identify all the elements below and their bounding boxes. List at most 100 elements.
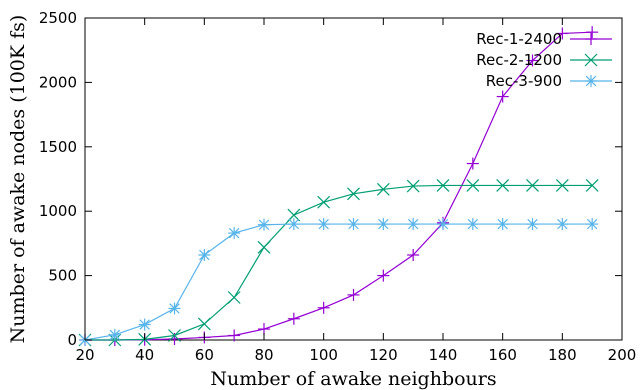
y-axis-label: Number of awake nodes (100K fs) <box>7 15 29 344</box>
data-point-series-2 <box>526 179 539 192</box>
data-point-series-3 <box>496 218 509 231</box>
data-point-series-3 <box>138 318 151 331</box>
ticks-group: 20 40 60 80 100 120 140 160 180 20005001000150020… <box>39 9 637 364</box>
data-point-series-3 <box>108 328 121 341</box>
data-point-series-3 <box>228 227 241 240</box>
data-point-series-2 <box>317 195 331 209</box>
legend-marker-3-d2 <box>585 75 597 87</box>
x-tick-label: 200 <box>608 346 637 364</box>
data-point-series-3 <box>198 248 211 261</box>
data-point-series-2 <box>406 179 420 193</box>
plot-border <box>84 17 623 341</box>
legend: Rec-1-2400 Rec-2-1200 Rec-3-900 <box>476 30 612 90</box>
data-point-series-3-d2 <box>228 227 240 239</box>
x-tick-label: 100 <box>309 346 338 364</box>
y-tick-label: 2500 <box>39 9 77 27</box>
x-tick-label: 140 <box>429 346 458 364</box>
data-point-series-3-d2 <box>467 218 479 230</box>
data-point-series-2-d2 <box>287 208 301 222</box>
legend-label-1: Rec-1-2400 <box>476 30 562 48</box>
data-point-series-2 <box>227 291 241 304</box>
data-point-series-2 <box>436 179 450 192</box>
legend-marker-1 <box>585 33 597 45</box>
data-point-series-3-d2 <box>557 218 568 230</box>
data-point-series-3-d2 <box>437 218 449 230</box>
x-axis-label: Number of awake neighbours <box>210 368 496 390</box>
data-point-series-2-d2 <box>197 317 211 331</box>
data-point-series-1 <box>377 269 390 282</box>
x-tick-label: 80 <box>254 346 273 364</box>
x-tick-label: 40 <box>135 346 154 364</box>
data-point-series-3 <box>437 218 449 231</box>
data-point-series-2-d2 <box>376 182 390 196</box>
data-point-series-3-d2 <box>378 218 389 230</box>
data-point-series-2-d2 <box>555 179 569 192</box>
data-point-series-2-d2 <box>347 187 360 201</box>
data-point-series-1 <box>526 54 539 67</box>
data-point-series-2 <box>347 187 360 201</box>
data-point-series-2-d2 <box>257 240 271 254</box>
data-point-series-2-d2 <box>436 179 450 192</box>
data-point-series-3 <box>586 218 599 231</box>
data-point-series-3-d2 <box>169 303 180 314</box>
data-point-series-3 <box>466 218 479 231</box>
data-point-series-3 <box>556 218 569 231</box>
series-line-3 <box>84 223 593 341</box>
x-tick-label: 180 <box>548 346 577 364</box>
data-point-series-1 <box>556 27 569 40</box>
data-point-series-2 <box>466 179 480 192</box>
data-point-series-2-d2 <box>496 179 510 192</box>
data-point-series-3 <box>526 218 539 231</box>
data-point-series-1 <box>228 329 241 342</box>
data-point-series-2 <box>555 179 569 192</box>
x-tick-label: 60 <box>195 346 214 364</box>
data-point-series-1 <box>317 301 330 314</box>
data-point-series-3-d2 <box>139 319 150 330</box>
data-point-series-3-d2 <box>527 218 538 230</box>
data-point-series-2 <box>257 240 271 254</box>
x-tick-label: 160 <box>488 346 517 364</box>
data-point-series-2 <box>287 208 301 222</box>
data-point-series-3 <box>347 218 360 231</box>
legend-marker-3 <box>585 75 597 87</box>
data-point-series-2 <box>496 179 510 192</box>
legend-label-2: Rec-2-1200 <box>476 51 562 69</box>
data-point-series-3 <box>317 218 330 231</box>
y-tick-label: 2000 <box>39 73 77 91</box>
data-point-series-2-d2 <box>317 195 331 209</box>
legend-marker-2 <box>584 53 598 67</box>
data-point-series-3-d2 <box>318 218 329 230</box>
data-point-series-3 <box>258 218 270 231</box>
data-point-series-1 <box>287 312 300 325</box>
data-point-series-2-d2 <box>227 291 241 304</box>
y-tick-label: 1000 <box>39 202 77 220</box>
data-point-series-2-d2 <box>526 179 539 192</box>
data-point-series-3 <box>377 218 390 231</box>
series-line-2 <box>85 184 593 341</box>
data-point-series-3-d2 <box>288 218 300 230</box>
data-point-series-2 <box>376 182 390 196</box>
data-point-series-2-d2 <box>466 179 480 192</box>
data-point-series-3-d2 <box>258 219 270 230</box>
data-point-series-2-d2 <box>168 329 181 342</box>
legend-marker-2-d2 <box>584 53 598 67</box>
x-tick-label: 20 <box>75 346 94 364</box>
data-point-series-2-d2 <box>585 179 599 192</box>
data-point-series-3 <box>287 218 300 231</box>
data-point-series-3 <box>168 302 181 315</box>
data-point-series-2-d2 <box>406 179 420 193</box>
legend-label-3: Rec-3-900 <box>486 72 562 90</box>
y-tick-label: 500 <box>48 267 77 285</box>
data-point-series-1 <box>496 90 509 103</box>
data-point-series-3-d2 <box>348 218 359 230</box>
y-tick-label: 0 <box>67 331 77 349</box>
plot-frame-group <box>84 17 623 341</box>
data-point-series-3-d2 <box>407 218 419 230</box>
data-point-series-2 <box>585 179 599 192</box>
data-point-series-3 <box>407 218 420 231</box>
y-tick-label: 1500 <box>39 138 77 156</box>
data-point-series-1 <box>407 248 420 261</box>
data-point-series-1 <box>347 288 360 301</box>
